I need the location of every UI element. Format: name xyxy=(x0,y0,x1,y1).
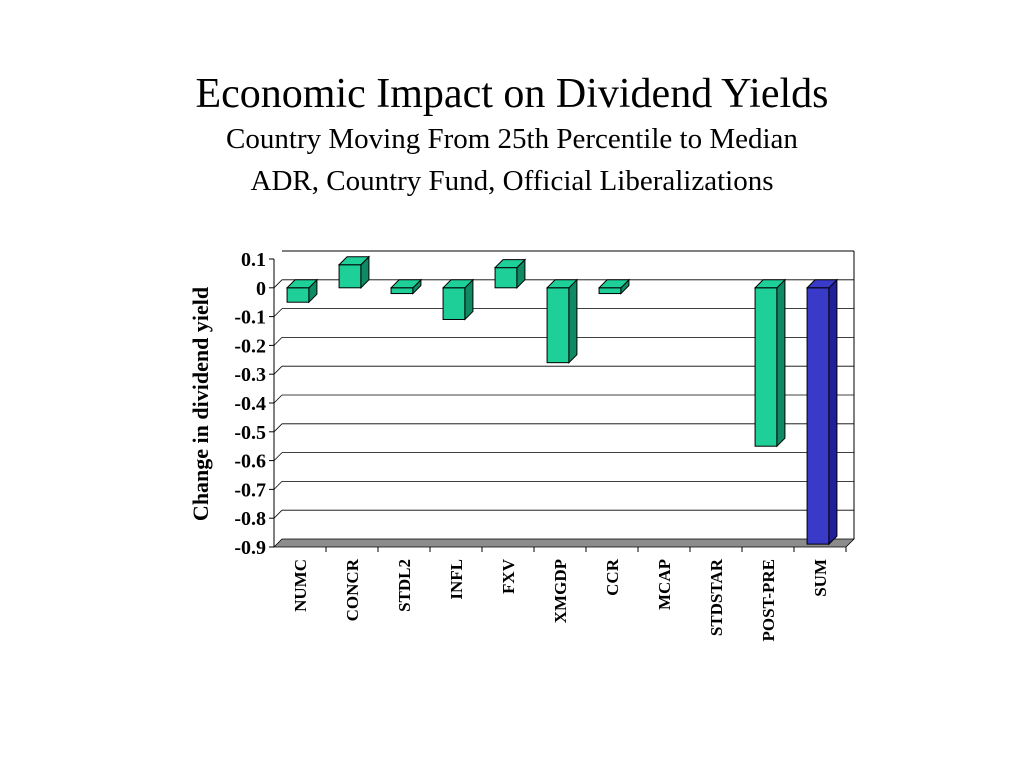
bar-post-pre xyxy=(753,278,787,448)
x-category-label: CONCR xyxy=(343,558,362,621)
y-tick-label: -0.6 xyxy=(234,451,266,473)
bar-stdl2 xyxy=(389,278,423,295)
y-tick-label: -0.8 xyxy=(234,508,266,530)
y-tick-label: -0.1 xyxy=(234,307,266,329)
x-category-label: XMGDP xyxy=(551,559,570,623)
x-category-label: MCAP xyxy=(655,559,674,610)
y-tick-label: 0 xyxy=(256,278,266,300)
bar-front xyxy=(494,267,518,289)
bar-front xyxy=(390,287,414,295)
bar-side xyxy=(828,278,838,546)
bar-infl xyxy=(441,278,475,321)
gridlines xyxy=(269,250,855,552)
bar-front xyxy=(286,287,310,303)
bar-top xyxy=(493,259,527,269)
x-category-label: NUMC xyxy=(291,559,310,612)
y-tick-label: -0.7 xyxy=(234,479,266,501)
y-tick-label: 0.1 xyxy=(241,249,266,271)
bar-top xyxy=(337,256,371,266)
bar-top xyxy=(441,279,475,289)
bar-xmgdp xyxy=(545,278,579,364)
gridline-side xyxy=(273,481,283,490)
gridline-side xyxy=(273,308,283,317)
bar-front xyxy=(754,287,778,447)
x-category-label: FXV xyxy=(499,558,518,594)
bar-side xyxy=(568,278,578,364)
chart-subtitle-line-1: Country Moving From 25th Percentile to M… xyxy=(226,123,798,155)
x-category-label: STDL2 xyxy=(395,559,414,612)
bar-front xyxy=(598,287,622,295)
y-tick-label: -0.5 xyxy=(234,422,266,444)
title-block: Economic Impact on Dividend Yields Count… xyxy=(0,70,1024,202)
gridline-side xyxy=(273,365,283,375)
bar-top xyxy=(285,279,319,289)
bar-front xyxy=(806,287,830,545)
gridline-side xyxy=(273,337,283,346)
chart-title: Economic Impact on Dividend Yields xyxy=(195,71,829,117)
bar-ccr xyxy=(597,278,631,295)
bar-front xyxy=(442,287,466,320)
bar-top xyxy=(597,279,631,289)
chart-subtitle-line-2: ADR, Country Fund, Official Liberalizati… xyxy=(250,165,774,197)
chart-floor xyxy=(273,538,855,548)
y-axis-title: Change in dividend yield xyxy=(188,287,213,521)
gridline-side xyxy=(273,509,283,519)
x-category-label: STDSTAR xyxy=(707,558,726,636)
y-tick-label: -0.9 xyxy=(234,537,266,559)
gridline-side xyxy=(273,394,283,404)
x-category-label: CCR xyxy=(603,558,622,596)
bar-top xyxy=(545,279,579,289)
bar-front xyxy=(338,264,362,289)
gridline-side xyxy=(273,452,283,461)
bar-sum xyxy=(805,278,839,546)
y-tick-label: -0.2 xyxy=(234,335,266,357)
gridline-side xyxy=(273,279,283,289)
y-tick-label: -0.4 xyxy=(234,393,266,415)
y-tick-labels: 0.1 0 -0.1 -0.2 -0.3 -0.4 -0.5 -0.6 -0.7 -0.8 -0.9 xyxy=(234,249,266,559)
y-tick-label: -0.3 xyxy=(234,364,266,386)
bars xyxy=(285,255,839,546)
bar-top xyxy=(389,279,423,289)
bar-top xyxy=(805,279,839,289)
bar-numc xyxy=(285,278,319,304)
x-category-labels: NUMC CONCR STDL2 INFL FXV XMGDP CCR MCAP STDSTAR… xyxy=(291,558,830,641)
x-category-label: SUM xyxy=(811,559,830,597)
bar-side xyxy=(776,278,786,448)
x-category-label: INFL xyxy=(447,559,466,600)
gridline-side xyxy=(273,423,283,433)
bar-fxv xyxy=(493,258,527,290)
bar-top xyxy=(753,279,787,289)
bar-front xyxy=(546,287,570,364)
x-category-label: POST-PRE xyxy=(759,559,778,642)
bar-concr xyxy=(337,255,371,290)
